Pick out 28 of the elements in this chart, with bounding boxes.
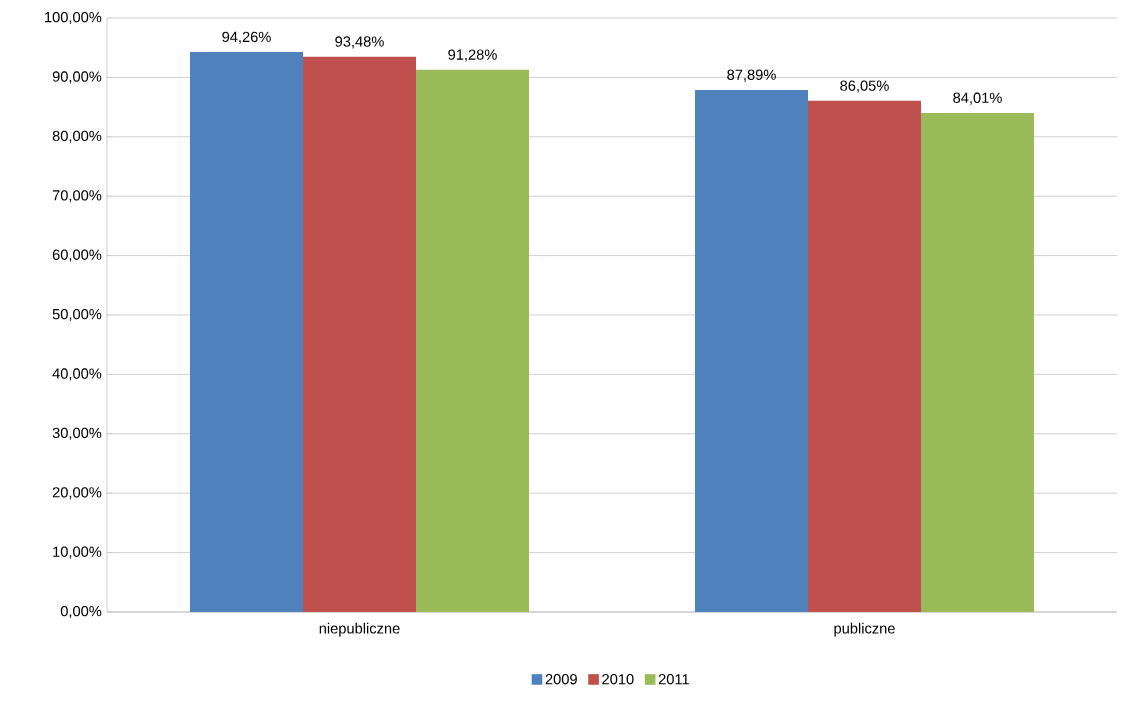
- x-tick-label: niepubliczne: [319, 622, 400, 637]
- data-label: 87,89%: [727, 69, 776, 82]
- y-tick-label: 90,00%: [52, 71, 102, 84]
- bar: [416, 69, 529, 612]
- bar: [921, 112, 1034, 612]
- bar: [303, 56, 416, 612]
- x-tick-label: publiczne: [834, 622, 895, 637]
- bar: [695, 89, 808, 612]
- bar: [190, 52, 303, 612]
- legend-label: 2009: [545, 674, 577, 685]
- y-tick-label: 30,00%: [52, 427, 102, 440]
- y-tick-label: 60,00%: [52, 249, 102, 262]
- y-tick-label: 20,00%: [52, 487, 102, 500]
- y-tick-label: 100,00%: [45, 11, 102, 25]
- y-tick-label: 40,00%: [52, 368, 102, 381]
- data-label: 94,26%: [222, 31, 271, 44]
- data-label: 91,28%: [448, 49, 497, 62]
- y-tick-label: 70,00%: [52, 190, 102, 203]
- legend-label: 2011: [658, 674, 689, 685]
- y-tick-label: 80,00%: [52, 130, 102, 143]
- bar: [808, 100, 921, 612]
- y-tick-label: 50,00%: [52, 308, 102, 322]
- data-label: 84,01%: [953, 92, 1002, 105]
- data-label: 86,05%: [840, 80, 889, 93]
- y-tick-label: 0,00%: [60, 605, 102, 619]
- y-tick-label: 10,00%: [53, 546, 102, 559]
- legend-label: 2010: [602, 674, 634, 685]
- data-label: 93,48%: [335, 36, 384, 49]
